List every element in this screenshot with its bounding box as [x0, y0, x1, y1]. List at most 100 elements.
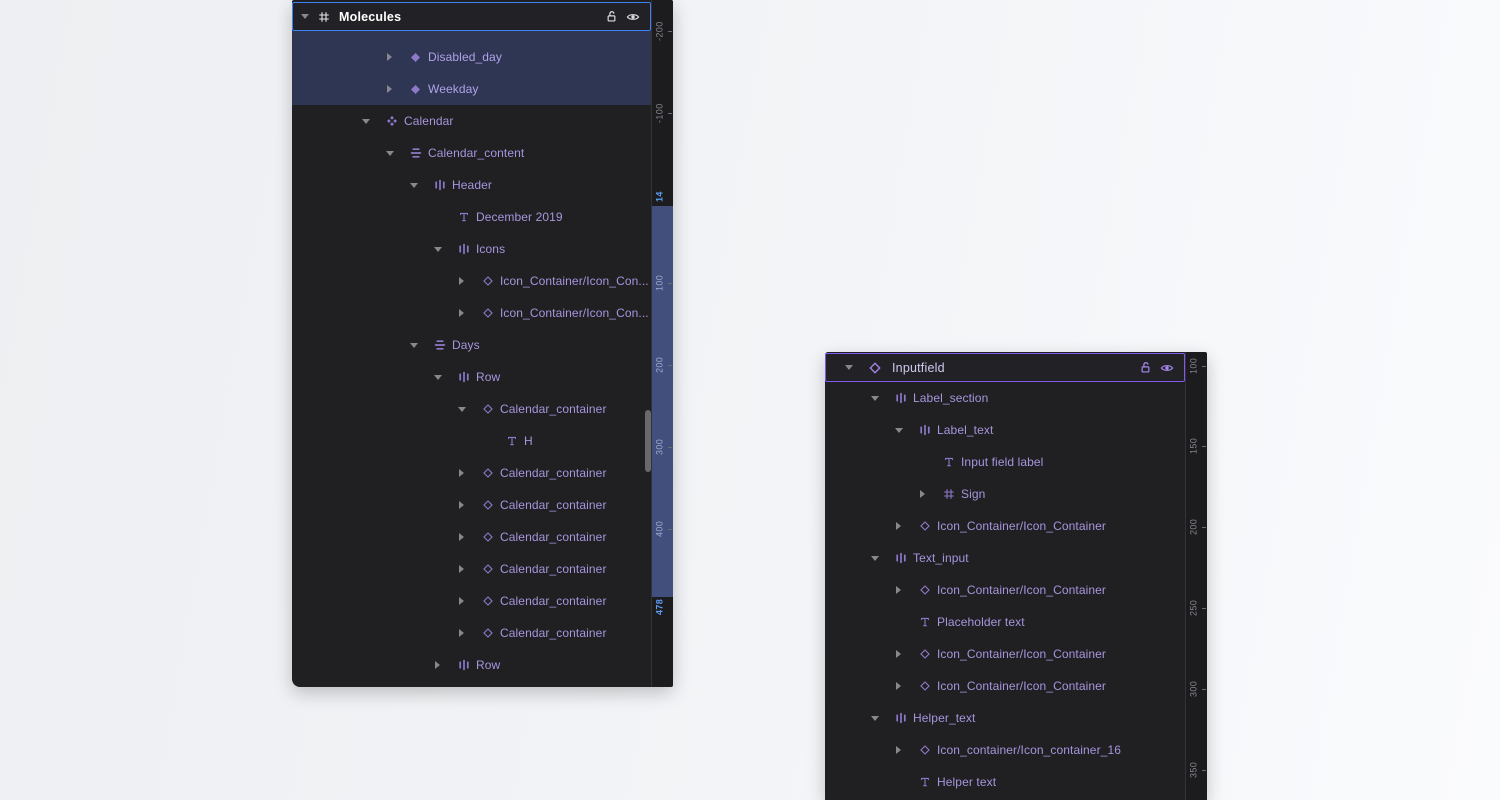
- layer-row-calendar[interactable]: Calendar: [292, 105, 651, 137]
- collapse-arrow-icon[interactable]: [457, 565, 482, 573]
- instance-icon: [482, 627, 500, 639]
- layer-row-icon-container-icon-container-16[interactable]: Icon_container/Icon_container_16: [825, 734, 1185, 766]
- expand-arrow-icon[interactable]: [433, 247, 458, 252]
- expand-arrow-icon[interactable]: [844, 365, 856, 370]
- layer-row-helper-text[interactable]: Helper text: [825, 766, 1185, 798]
- layer-label: Text_input: [913, 551, 969, 565]
- collapse-arrow-icon[interactable]: [457, 277, 482, 285]
- layer-label: Weekday: [428, 82, 479, 96]
- layer-row-calendar-container[interactable]: Calendar_container: [292, 521, 651, 553]
- layer-row-icon-container-icon-container[interactable]: Icon_Container/Icon_Container: [825, 670, 1185, 702]
- layer-row-calendar-container[interactable]: Calendar_container: [292, 585, 651, 617]
- layer-row-header[interactable]: Header: [292, 169, 651, 201]
- text-icon: [943, 456, 961, 468]
- ruler-label: 300: [654, 438, 665, 456]
- ruler-label: -100: [654, 103, 665, 123]
- expand-arrow-icon[interactable]: [870, 716, 895, 721]
- vertical-ruler: -200 -100 14 100 200 300 400 478: [651, 0, 673, 687]
- instance-icon: [919, 584, 937, 596]
- selection-highlight: [292, 31, 651, 105]
- collapse-arrow-icon[interactable]: [457, 501, 482, 509]
- layer-row-calendar-content[interactable]: Calendar_content: [292, 137, 651, 169]
- collapse-arrow-icon[interactable]: [894, 522, 919, 530]
- layer-row-weekday[interactable]: Weekday: [292, 73, 651, 105]
- layer-row-december-2019[interactable]: December 2019: [292, 201, 651, 233]
- collapse-arrow-icon[interactable]: [457, 533, 482, 541]
- layer-row-label-section[interactable]: Label_section: [825, 382, 1185, 414]
- layer-row-input-field-label[interactable]: Input field label: [825, 446, 1185, 478]
- h-layout-icon: [458, 659, 476, 671]
- frame-icon: [318, 11, 330, 23]
- ruler-tick: [1202, 446, 1206, 447]
- layer-row-icon-container-icon-container[interactable]: Icon_Container/Icon_Container: [825, 574, 1185, 606]
- collapse-arrow-icon[interactable]: [894, 650, 919, 658]
- collapse-arrow-icon[interactable]: [457, 597, 482, 605]
- expand-arrow-icon[interactable]: [870, 556, 895, 561]
- layer-row-placeholder-text[interactable]: Placeholder text: [825, 606, 1185, 638]
- component-icon: [386, 115, 404, 127]
- layer-row-calendar-container[interactable]: Calendar_container: [292, 457, 651, 489]
- eye-icon[interactable]: [1156, 362, 1178, 374]
- layer-header-inputfield[interactable]: Inputfield: [825, 353, 1185, 382]
- h-layout-icon: [895, 552, 913, 564]
- component-solid-icon: [410, 52, 428, 63]
- layer-label: Header: [452, 178, 492, 192]
- layer-row-label-text[interactable]: Label_text: [825, 414, 1185, 446]
- layer-header-molecules[interactable]: Molecules: [292, 2, 651, 31]
- layer-row-calendar-container[interactable]: Calendar_container: [292, 489, 651, 521]
- layer-label: Calendar_container: [500, 466, 607, 480]
- layer-row-helper-text[interactable]: Helper_text: [825, 702, 1185, 734]
- instance-icon: [482, 595, 500, 607]
- collapse-arrow-icon[interactable]: [385, 53, 410, 61]
- eye-icon[interactable]: [622, 11, 644, 23]
- layer-row-text-input[interactable]: Text_input: [825, 542, 1185, 574]
- collapse-arrow-icon[interactable]: [433, 661, 458, 669]
- layer-row-icon-container-icon-container[interactable]: Icon_Container/Icon_Container: [825, 638, 1185, 670]
- layer-row-days[interactable]: Days: [292, 329, 651, 361]
- collapse-arrow-icon[interactable]: [457, 309, 482, 317]
- layer-row-row[interactable]: Row: [292, 361, 651, 393]
- expand-arrow-icon[interactable]: [457, 407, 482, 412]
- layer-row-icon-container-icon-container[interactable]: Icon_Container/Icon_Container: [825, 510, 1185, 542]
- layer-row-calendar-container[interactable]: Calendar_container: [292, 393, 651, 425]
- collapse-arrow-icon[interactable]: [894, 586, 919, 594]
- expand-arrow-icon[interactable]: [300, 14, 312, 19]
- expand-arrow-icon[interactable]: [433, 375, 458, 380]
- expand-arrow-icon[interactable]: [385, 151, 410, 156]
- layer-row-calendar-container[interactable]: Calendar_container: [292, 553, 651, 585]
- expand-arrow-icon[interactable]: [894, 428, 919, 433]
- ruler-tick: [1202, 770, 1206, 771]
- collapse-arrow-icon[interactable]: [457, 629, 482, 637]
- ruler-tick: [668, 529, 672, 530]
- layer-label: Calendar_container: [500, 530, 607, 544]
- layer-label: Icon_Container/Icon_Container: [937, 583, 1107, 597]
- layer-row-icon-container-icon-con[interactable]: Icon_Container/Icon_Con...: [292, 265, 651, 297]
- layer-label: H: [524, 434, 533, 448]
- collapse-arrow-icon[interactable]: [918, 490, 943, 498]
- layer-label: Calendar_container: [500, 562, 607, 576]
- layer-row-sign[interactable]: Sign: [825, 478, 1185, 510]
- layer-row-h[interactable]: H: [292, 425, 651, 457]
- instance-icon: [482, 531, 500, 543]
- collapse-arrow-icon[interactable]: [385, 85, 410, 93]
- collapse-arrow-icon[interactable]: [457, 469, 482, 477]
- expand-arrow-icon[interactable]: [409, 183, 434, 188]
- layer-row-icons[interactable]: Icons: [292, 233, 651, 265]
- layer-row-icon-container-icon-con[interactable]: Icon_Container/Icon_Con...: [292, 297, 651, 329]
- unlock-icon[interactable]: [1134, 361, 1156, 374]
- layer-row-disabled-day[interactable]: Disabled_day: [292, 41, 651, 73]
- layer-row-row[interactable]: Row: [292, 649, 651, 681]
- collapse-arrow-icon[interactable]: [894, 682, 919, 690]
- expand-arrow-icon[interactable]: [870, 396, 895, 401]
- expand-arrow-icon[interactable]: [361, 119, 386, 124]
- unlock-icon[interactable]: [600, 10, 622, 23]
- expand-arrow-icon[interactable]: [409, 343, 434, 348]
- h-layout-icon: [458, 243, 476, 255]
- ruler-selection-range: [652, 206, 673, 597]
- h-layout-icon: [919, 424, 937, 436]
- panel-title: Molecules: [339, 9, 402, 24]
- collapse-arrow-icon[interactable]: [894, 746, 919, 754]
- instance-icon: [482, 275, 500, 287]
- layer-row-calendar-container[interactable]: Calendar_container: [292, 617, 651, 649]
- scrollbar-thumb[interactable]: [645, 410, 651, 472]
